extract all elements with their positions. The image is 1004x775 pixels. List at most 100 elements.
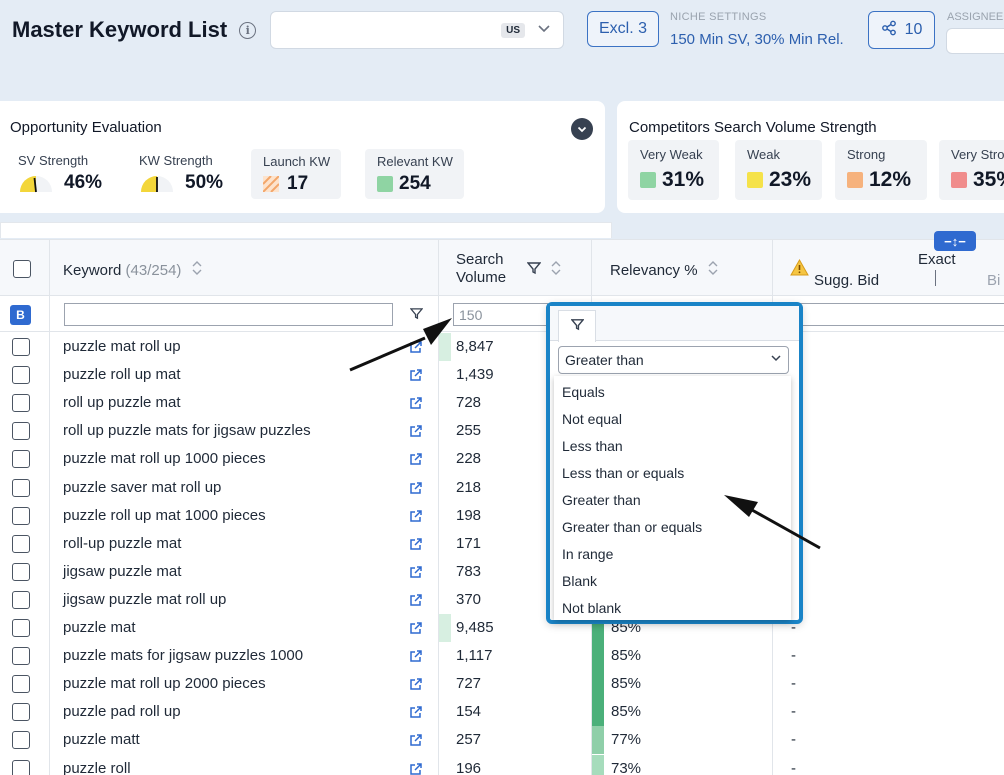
external-link-icon[interactable] bbox=[409, 677, 423, 696]
competitor-tile-label: Very Strong bbox=[951, 147, 1004, 162]
table-row[interactable]: puzzle mat roll up 2000 pieces 727 85% - bbox=[0, 670, 1004, 699]
filter-option[interactable]: In range bbox=[562, 546, 614, 562]
collapse-button[interactable] bbox=[571, 118, 593, 140]
row-checkbox[interactable] bbox=[12, 619, 30, 637]
filter-tab[interactable] bbox=[558, 310, 596, 342]
row-checkbox[interactable] bbox=[12, 562, 30, 581]
share-button[interactable]: 10 bbox=[868, 11, 935, 49]
table-row[interactable]: puzzle roll 196 73% - bbox=[0, 754, 1004, 775]
competitor-tile-label: Very Weak bbox=[640, 147, 703, 162]
external-link-icon[interactable] bbox=[409, 509, 423, 528]
market-select[interactable]: US bbox=[270, 11, 564, 49]
external-link-icon[interactable] bbox=[409, 537, 423, 556]
external-link-icon[interactable] bbox=[409, 424, 423, 443]
sv-header-line-1: Search bbox=[456, 251, 504, 268]
keyword-cell: puzzle matt bbox=[63, 731, 140, 749]
column-divider bbox=[438, 239, 439, 775]
filter-option[interactable]: Blank bbox=[562, 573, 598, 589]
relevancy-header[interactable]: Relevancy % bbox=[610, 261, 718, 279]
table-row[interactable]: roll up puzzle mats for jigsaw puzzles 25… bbox=[0, 417, 1004, 445]
table-row[interactable]: puzzle matt 257 77% - bbox=[0, 726, 1004, 755]
external-link-icon[interactable] bbox=[409, 340, 423, 359]
relevancy-cell: 77% bbox=[611, 731, 642, 749]
sort-icon[interactable] bbox=[551, 261, 561, 280]
filter-icon[interactable] bbox=[526, 261, 542, 280]
table-row[interactable]: puzzle mats for jigsaw puzzles 1000 1,117… bbox=[0, 642, 1004, 671]
row-checkbox[interactable] bbox=[12, 366, 30, 385]
filter-option[interactable]: Equals bbox=[562, 384, 605, 400]
filter-icon[interactable] bbox=[409, 307, 424, 325]
row-checkbox[interactable] bbox=[12, 703, 30, 722]
external-link-icon[interactable] bbox=[409, 705, 423, 724]
row-checkbox[interactable] bbox=[12, 590, 30, 609]
select-all-checkbox[interactable] bbox=[13, 260, 31, 278]
row-checkbox[interactable] bbox=[12, 394, 30, 413]
competitors-title: Competitors Search Volume Strength bbox=[629, 119, 877, 136]
table-row[interactable]: puzzle mat roll up 8,847 bbox=[0, 333, 1004, 361]
row-checkbox[interactable] bbox=[12, 675, 30, 694]
table-row[interactable]: puzzle pad roll up 154 85% - bbox=[0, 698, 1004, 727]
external-link-icon[interactable] bbox=[409, 368, 423, 387]
row-checkbox[interactable] bbox=[12, 450, 30, 469]
external-link-icon[interactable] bbox=[409, 481, 423, 500]
row-checkbox[interactable] bbox=[12, 478, 30, 497]
row-checkbox[interactable] bbox=[12, 759, 30, 775]
assignee-select[interactable] bbox=[946, 28, 1004, 54]
external-link-icon[interactable] bbox=[409, 762, 423, 775]
bid-filter-input[interactable] bbox=[780, 303, 1004, 326]
keyword-filter-input[interactable] bbox=[64, 303, 393, 326]
sort-icon[interactable] bbox=[708, 261, 718, 279]
filter-option[interactable]: Less than bbox=[562, 438, 623, 454]
info-icon[interactable]: i bbox=[239, 21, 257, 39]
exact-toggle-button[interactable]: −↕− bbox=[934, 231, 976, 251]
search-volume-cell: 1,439 bbox=[456, 366, 494, 384]
table-row[interactable]: puzzle roll up mat 1,439 bbox=[0, 361, 1004, 389]
row-checkbox[interactable] bbox=[12, 422, 30, 441]
filter-option[interactable]: Not equal bbox=[562, 411, 622, 427]
exclude-button[interactable]: Excl. 3 bbox=[587, 11, 659, 47]
external-link-icon[interactable] bbox=[409, 396, 423, 415]
search-volume-filter-input[interactable]: 150 bbox=[453, 303, 548, 326]
row-checkbox[interactable] bbox=[12, 338, 30, 356]
external-link-icon[interactable] bbox=[409, 621, 423, 640]
kw-strength-metric: KW Strength 50% bbox=[139, 153, 223, 194]
relevancy-bar bbox=[592, 698, 604, 727]
filter-option[interactable]: Greater than bbox=[562, 492, 641, 508]
table-row[interactable]: puzzle mat 9,485 85% - bbox=[0, 614, 1004, 642]
external-link-icon[interactable] bbox=[409, 452, 423, 471]
external-link-icon[interactable] bbox=[409, 733, 423, 752]
external-link-icon[interactable] bbox=[409, 593, 423, 612]
row-checkbox[interactable] bbox=[12, 647, 30, 666]
sv-strength-metric: SV Strength 46% bbox=[18, 153, 102, 194]
table-row[interactable]: puzzle saver mat roll up 218 bbox=[0, 474, 1004, 502]
filter-option[interactable]: Greater than or equals bbox=[562, 519, 703, 535]
keyword-cell: roll up puzzle mats for jigsaw puzzles bbox=[63, 422, 311, 440]
color-swatch bbox=[640, 172, 656, 188]
niche-settings-value[interactable]: 150 Min SV, 30% Min Rel. bbox=[670, 31, 844, 48]
market-badge: US bbox=[501, 23, 525, 38]
table-row[interactable]: roll up puzzle mat 728 bbox=[0, 389, 1004, 417]
table-header: Keyword (43/254) Search Volume Relevancy… bbox=[0, 239, 1004, 296]
filter-type-select[interactable]: Greater than bbox=[558, 346, 789, 374]
bulk-badge[interactable]: B bbox=[10, 305, 31, 325]
chevron-down-icon bbox=[537, 21, 551, 38]
filter-option[interactable]: Less than or equals bbox=[562, 465, 685, 481]
row-checkbox[interactable] bbox=[12, 506, 30, 525]
keyword-cell: puzzle roll up mat 1000 pieces bbox=[63, 506, 266, 524]
search-volume-header[interactable]: Search Volume bbox=[456, 251, 506, 287]
external-link-icon[interactable] bbox=[409, 649, 423, 668]
sort-icon[interactable] bbox=[192, 261, 202, 279]
keyword-column-header[interactable]: Keyword (43/254) bbox=[63, 261, 202, 279]
filter-option[interactable]: Not blank bbox=[562, 600, 622, 616]
table-row[interactable]: puzzle mat roll up 1000 pieces 228 bbox=[0, 445, 1004, 473]
exact-divider bbox=[935, 270, 936, 286]
sugg-bid-header: Sugg. Bid bbox=[814, 272, 880, 289]
row-checkbox[interactable] bbox=[12, 731, 30, 750]
external-link-icon[interactable] bbox=[409, 565, 423, 584]
exact-header: Exact bbox=[918, 251, 956, 268]
row-checkbox[interactable] bbox=[12, 534, 30, 553]
